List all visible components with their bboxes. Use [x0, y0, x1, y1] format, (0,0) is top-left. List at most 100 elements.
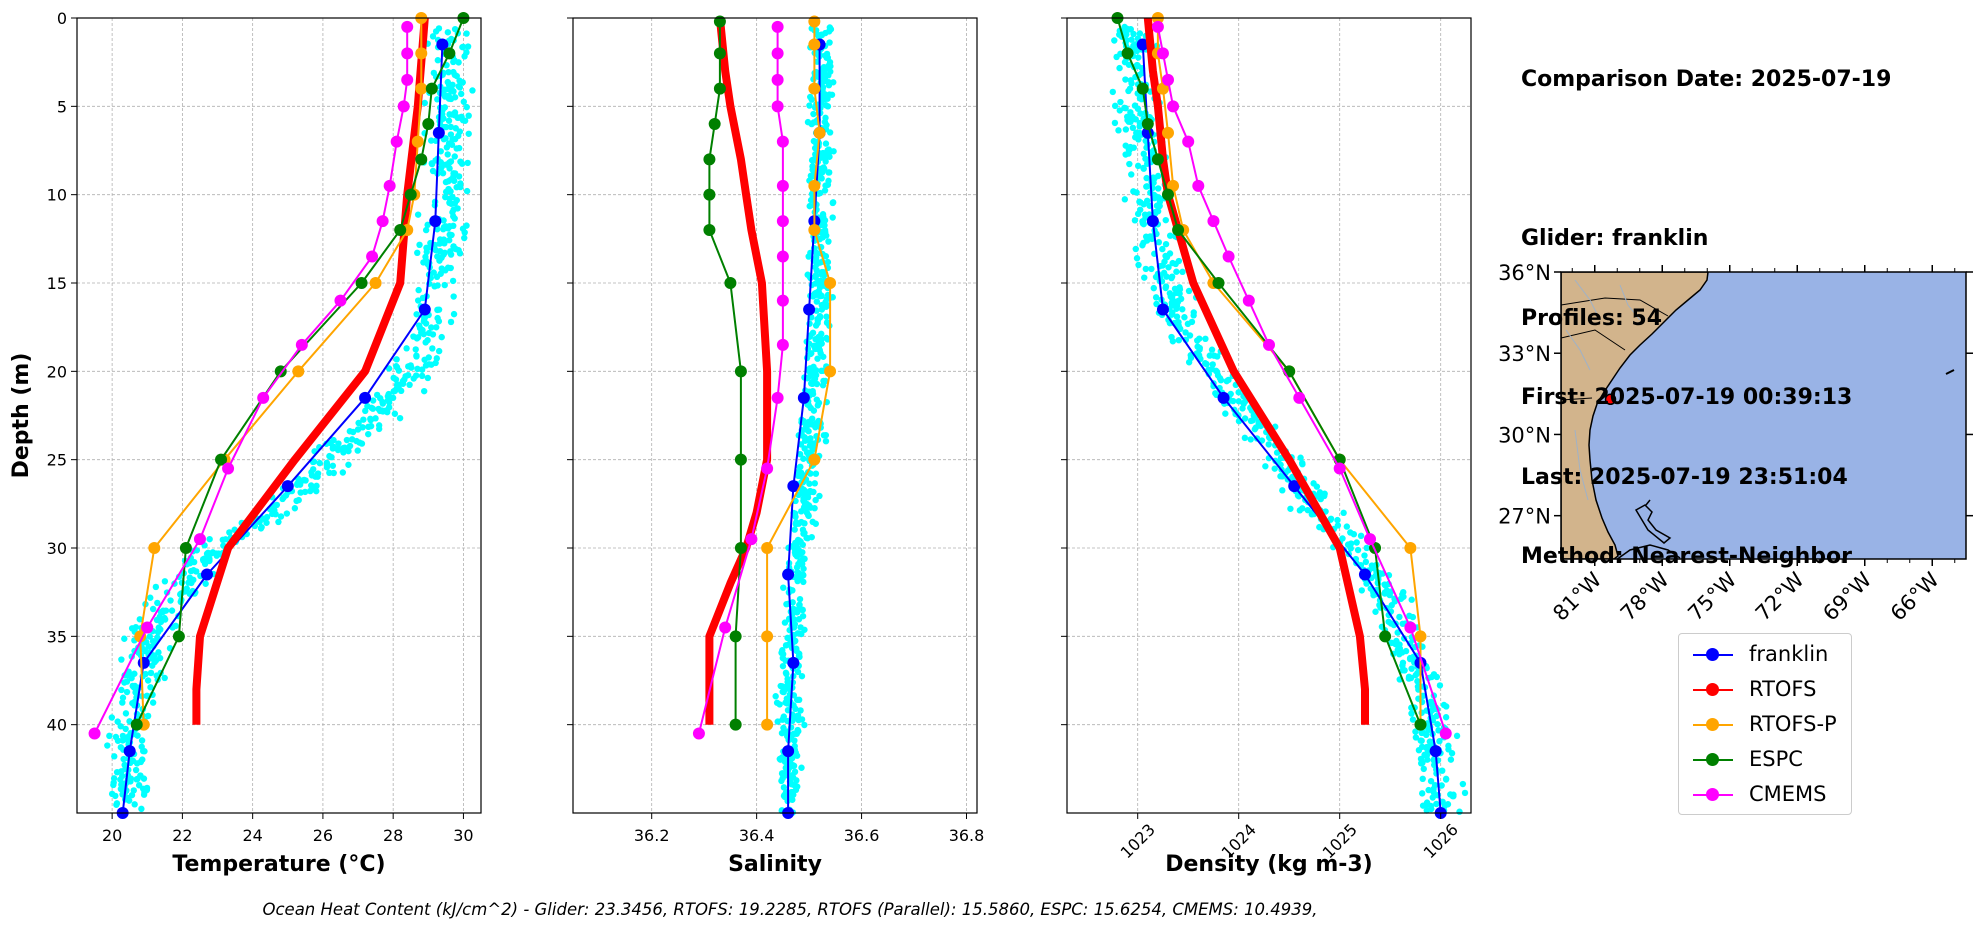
glider-point: [450, 293, 457, 300]
glider-point: [1247, 417, 1255, 425]
glider-point: [823, 313, 830, 320]
glider-point: [447, 264, 454, 272]
glider-point: [790, 702, 797, 709]
series-point: [334, 294, 347, 307]
series-point: [222, 462, 235, 475]
glider-point: [1125, 150, 1132, 157]
glider-point: [414, 211, 422, 218]
series-point: [1242, 294, 1255, 307]
map-island-3: [1645, 499, 1651, 506]
glider-point: [450, 68, 457, 76]
glider-point: [1148, 265, 1155, 273]
glider-point: [1134, 210, 1142, 218]
series-cmems: [692, 20, 789, 740]
glider-point: [451, 135, 459, 143]
glider-point: [1186, 332, 1194, 339]
series-point: [771, 47, 784, 60]
glider-point: [810, 440, 818, 447]
glider-point: [781, 793, 789, 801]
glider-point: [789, 796, 796, 803]
series-point: [1162, 126, 1174, 139]
glider-point: [1235, 389, 1242, 396]
glider-point: [825, 28, 833, 35]
glider-point: [1150, 191, 1158, 199]
glider-point: [190, 567, 197, 574]
glider-point: [1343, 523, 1351, 530]
glider-point: [1121, 104, 1128, 112]
glider-point: [465, 130, 472, 137]
glider-point: [796, 653, 803, 661]
glider-point: [1424, 756, 1431, 763]
glider-point: [1396, 651, 1403, 658]
series-point: [745, 533, 758, 546]
glider-point: [450, 310, 458, 318]
glider-point: [418, 372, 426, 380]
glider-point: [393, 363, 400, 370]
glider-point: [818, 367, 825, 375]
glider-point: [1430, 757, 1437, 764]
glider-point: [1241, 415, 1249, 422]
glider-point: [1168, 301, 1176, 309]
glider-point: [808, 96, 816, 103]
glider-point: [384, 408, 391, 416]
glider-point: [808, 314, 815, 321]
glider-point: [459, 79, 466, 86]
map-frame: [1560, 271, 1967, 560]
glider-point: [108, 714, 116, 721]
glider-raw-points: [104, 25, 476, 813]
glider-point: [774, 718, 781, 725]
series-point: [713, 47, 726, 60]
map-island-1: [1634, 504, 1672, 544]
glider-point: [1406, 654, 1414, 662]
glider-point: [822, 437, 830, 445]
glider-point: [118, 686, 125, 694]
glider-point: [413, 311, 420, 318]
series-point: [383, 179, 396, 192]
glider-point: [453, 197, 460, 204]
glider-point: [442, 178, 450, 186]
series-point: [1121, 47, 1134, 60]
series-point: [776, 250, 789, 263]
glider-point: [1262, 463, 1269, 470]
glider-point: [817, 189, 824, 197]
glider-point: [785, 762, 793, 770]
glider-point: [1444, 801, 1452, 808]
glider-point: [797, 624, 804, 631]
glider-point: [1196, 346, 1203, 353]
glider-point: [782, 669, 790, 677]
series-point: [761, 462, 774, 475]
glider-point: [334, 446, 342, 454]
glider-point: [275, 518, 282, 526]
glider-point: [1162, 216, 1169, 224]
glider-point: [112, 792, 119, 800]
glider-point: [780, 724, 787, 732]
glider-point: [1425, 786, 1432, 794]
glider-point: [385, 365, 393, 372]
series-point: [179, 542, 192, 554]
glider-point: [785, 680, 793, 687]
glider-point: [1235, 398, 1242, 405]
glider-point: [810, 488, 817, 496]
glider-point: [226, 529, 233, 536]
glider-point: [822, 158, 829, 165]
glider-point: [826, 91, 833, 98]
glider-point: [432, 137, 440, 144]
glider-point: [1135, 261, 1142, 269]
glider-point: [1354, 546, 1362, 554]
glider-point: [438, 163, 445, 171]
glider-point: [1190, 312, 1197, 319]
legend-item-cmems: CMEMS: [1679, 778, 1851, 812]
series-point: [376, 215, 389, 228]
glider-point: [451, 94, 459, 101]
glider-point: [120, 755, 127, 763]
glider-point: [1430, 672, 1438, 679]
glider-point: [798, 716, 806, 723]
glider-point: [434, 226, 441, 233]
glider-point: [451, 112, 459, 119]
glider-point: [812, 371, 820, 379]
legend: franklin RTOFS RTOFS-P ESPC CMEMS: [1678, 633, 1852, 815]
glider-point: [809, 163, 816, 170]
glider-point: [782, 699, 789, 706]
series-point: [1156, 303, 1169, 316]
glider-point: [826, 169, 833, 176]
